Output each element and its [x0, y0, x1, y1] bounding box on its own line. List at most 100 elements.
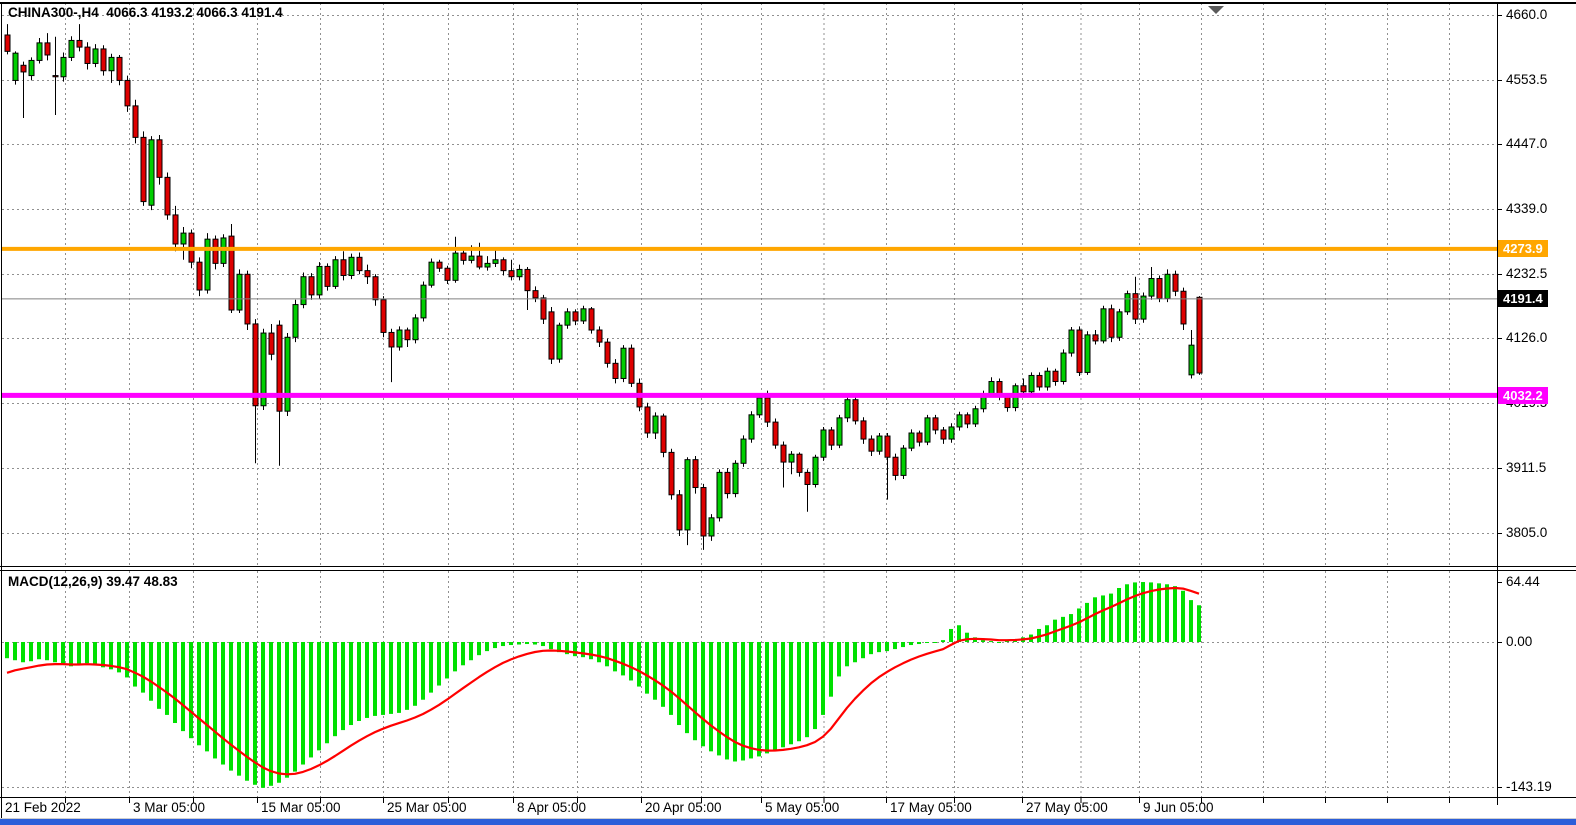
- bear-candle: [380, 299, 387, 333]
- bear-candle: [212, 238, 219, 264]
- bear-candle: [388, 331, 395, 348]
- macd-histogram-bar: [797, 642, 801, 742]
- macd-histogram-bar: [757, 642, 761, 757]
- macd-histogram-bar: [245, 642, 249, 781]
- macd-histogram-bar: [693, 642, 697, 741]
- bear-candle: [76, 39, 83, 48]
- bear-candle: [444, 267, 451, 281]
- bull-candle: [1148, 278, 1155, 297]
- macd-histogram-bar: [197, 642, 201, 746]
- bear-candle: [780, 444, 787, 463]
- macd-histogram-bar: [1173, 586, 1177, 642]
- macd-histogram-bar: [301, 642, 305, 765]
- bull-candle: [92, 48, 99, 64]
- macd-histogram-bar: [13, 642, 17, 661]
- macd-histogram-bar: [869, 642, 873, 655]
- bear-candle: [1052, 370, 1059, 383]
- bear-candle: [628, 347, 635, 384]
- macd-histogram-bar: [429, 642, 433, 693]
- macd-histogram-bar: [1125, 584, 1129, 642]
- macd-histogram-bar: [165, 642, 169, 715]
- macd-histogram-bar: [189, 642, 193, 739]
- macd-histogram-bar: [493, 642, 497, 649]
- macd-histogram-bar: [829, 642, 833, 697]
- bull-candle: [756, 397, 763, 416]
- bear-candle: [436, 261, 443, 269]
- macd-histogram-bar: [917, 642, 921, 645]
- bear-candle: [252, 323, 259, 407]
- bid-price-badge: 4191.4: [1498, 290, 1548, 308]
- macd-histogram-bar: [1149, 582, 1153, 642]
- macd-histogram-bar: [1077, 608, 1081, 642]
- macd-histogram-bar: [1109, 593, 1113, 642]
- macd-histogram-bar: [205, 642, 209, 752]
- macd-histogram-bar: [101, 642, 105, 668]
- bear-candle: [676, 494, 683, 531]
- macd-histogram-bar: [141, 642, 145, 693]
- bear-candle: [604, 341, 611, 364]
- macd-histogram-bar: [133, 642, 137, 687]
- bull-candle: [412, 317, 419, 341]
- bear-candle: [100, 48, 107, 72]
- bear-candle: [4, 34, 11, 52]
- bull-candle: [908, 432, 915, 449]
- bear-candle: [940, 429, 947, 440]
- macd-histogram-bar: [893, 642, 897, 650]
- macd-histogram-bar: [373, 642, 377, 716]
- resistance-price-badge: 4273.9: [1498, 240, 1548, 258]
- bear-candle: [404, 329, 411, 341]
- bull-candle: [300, 276, 307, 306]
- macd-histogram-bar: [69, 642, 73, 667]
- macd-histogram-bar: [501, 642, 505, 647]
- macd-histogram-bar: [685, 642, 689, 734]
- bull-candle: [516, 268, 523, 278]
- bear-candle: [644, 406, 651, 434]
- time-scale[interactable]: [0, 797, 1497, 818]
- bull-candle: [292, 304, 299, 338]
- macd-histogram-bar: [117, 642, 121, 673]
- bull-candle: [836, 417, 843, 446]
- macd-histogram-bar: [445, 642, 449, 679]
- bear-candle: [668, 451, 675, 496]
- macd-histogram-bar: [741, 642, 745, 761]
- bull-candle: [564, 311, 571, 326]
- macd-histogram-bar: [413, 642, 417, 706]
- bull-candle: [748, 414, 755, 440]
- bear-candle: [572, 311, 579, 322]
- bull-candle: [876, 435, 883, 452]
- bear-candle: [196, 261, 203, 291]
- bull-candle: [716, 471, 723, 519]
- pane-divider[interactable]: [0, 565, 1576, 572]
- macd-histogram-bar: [293, 642, 297, 772]
- macd-histogram-bar: [389, 642, 393, 714]
- bull-candle: [260, 332, 267, 407]
- bear-candle: [228, 235, 235, 311]
- macd-histogram-bar: [381, 642, 385, 715]
- bear-candle: [132, 105, 139, 138]
- bear-candle: [540, 297, 547, 320]
- macd-signal-line: [6, 586, 1200, 776]
- macd-histogram-bar: [1093, 597, 1097, 642]
- bear-candle: [916, 432, 923, 443]
- macd-histogram-bar: [877, 642, 881, 653]
- bull-candle: [108, 56, 115, 72]
- bull-candle: [484, 262, 491, 268]
- macd-histogram-bar: [861, 642, 865, 659]
- macd-histogram-bar: [557, 642, 561, 653]
- macd-histogram-bar: [93, 642, 97, 666]
- macd-histogram-bar: [965, 632, 969, 642]
- top-border: [0, 2, 1576, 4]
- macd-histogram-bar: [925, 642, 929, 644]
- bear-candle: [1132, 293, 1139, 320]
- macd-histogram-bar: [317, 642, 321, 751]
- bull-candle: [420, 284, 427, 319]
- bear-candle: [52, 75, 59, 78]
- macd-histogram-bar: [1189, 600, 1193, 642]
- bull-candle: [652, 415, 659, 434]
- bear-candle: [796, 453, 803, 473]
- macd-histogram-bar: [357, 642, 361, 721]
- bear-candle: [596, 329, 603, 343]
- macd-histogram-bar: [1141, 582, 1145, 642]
